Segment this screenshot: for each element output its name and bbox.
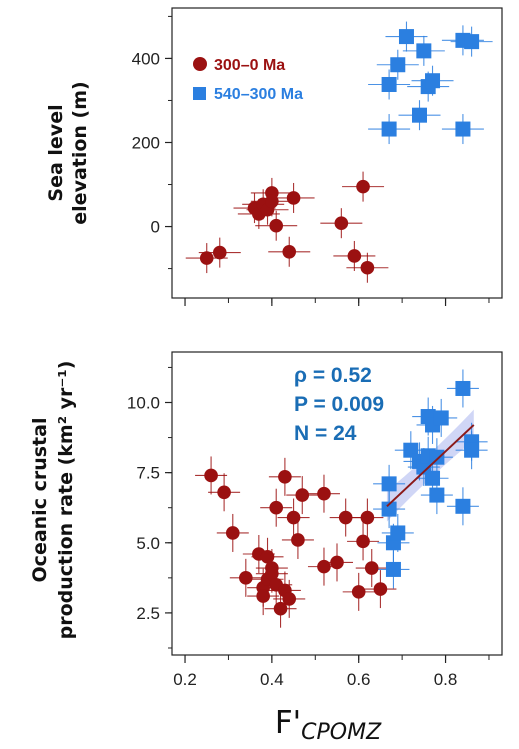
panel-b-frame	[171, 351, 503, 656]
data-point-300-0-ma	[239, 571, 253, 585]
data-point-300-0-ma	[269, 218, 284, 233]
data-point-300-0-ma	[260, 550, 275, 564]
data-point-540-300-ma	[425, 470, 441, 486]
data-point-300-0-ma	[225, 526, 240, 540]
stat-rho: ρ = 0.52	[294, 364, 372, 387]
data-point-300-0-ma	[282, 592, 297, 606]
panel-sea-level: 0 200 400 300–0 Ma 540–300 Ma Sea level el…	[45, 7, 503, 306]
stat-n: N = 24	[294, 422, 357, 445]
y-tick-label: 10.0	[127, 394, 160, 413]
data-point-540-300-ma	[381, 121, 397, 137]
data-point-300-0-ma	[265, 566, 279, 581]
y-tick-label: 200	[132, 133, 160, 152]
data-point-300-0-ma	[317, 486, 331, 501]
y-tick-label: 7.5	[136, 464, 160, 483]
x-axis-title-main: F'	[275, 705, 301, 741]
data-point-300-0-ma	[364, 561, 379, 575]
data-point-540-300-ma	[433, 410, 449, 426]
data-point-540-300-ma	[464, 34, 480, 50]
data-point-540-300-ma	[455, 498, 471, 514]
data-point-540-300-ma	[381, 76, 397, 92]
panel-b-y-axis-title-line2: production rate (km² yr⁻¹)	[55, 361, 77, 640]
stat-p-value: P = 0.009	[294, 393, 384, 416]
legend: 300–0 Ma 540–300 Ma	[193, 57, 303, 103]
panel-b-y-axis-title-line1: Oceanic crustal	[29, 418, 51, 583]
legend-marker-540-300	[193, 87, 206, 100]
data-point-300-0-ma	[282, 244, 297, 259]
data-point-540-300-ma	[390, 525, 406, 541]
panel-a-points	[199, 29, 480, 275]
data-point-540-300-ma	[416, 43, 432, 59]
panel-b-x-ticks: 0.2 0.4 0.6 0.8	[173, 655, 490, 689]
data-point-300-0-ma	[334, 216, 349, 230]
data-point-300-0-ma	[317, 559, 331, 574]
data-point-300-0-ma	[356, 534, 370, 549]
data-point-300-0-ma	[356, 179, 370, 194]
panel-b-y-ticks: 2.5 5.0 7.5 10.0	[127, 366, 172, 649]
data-point-540-300-ma	[381, 476, 397, 492]
x-tick-label: 0.4	[260, 670, 284, 689]
data-point-540-300-ma	[429, 449, 445, 465]
legend-label-540-300: 540–300 Ma	[214, 86, 303, 103]
data-point-300-0-ma	[360, 510, 375, 525]
legend-marker-300-0	[193, 57, 207, 71]
panel-a-y-axis-title-line2: elevation (m)	[69, 81, 91, 224]
data-point-300-0-ma	[269, 500, 284, 515]
data-point-300-0-ma	[273, 601, 288, 616]
y-tick-label: 2.5	[136, 604, 160, 623]
data-point-300-0-ma	[373, 582, 388, 596]
y-tick-label: 5.0	[136, 534, 160, 553]
panel-b-points	[204, 380, 480, 616]
data-point-300-0-ma	[265, 194, 279, 209]
data-point-300-0-ma	[351, 585, 366, 599]
x-tick-label: 0.6	[347, 670, 371, 689]
data-point-300-0-ma	[330, 555, 344, 570]
data-point-300-0-ma	[212, 245, 227, 260]
data-point-300-0-ma	[360, 260, 375, 275]
x-tick-label: 0.2	[173, 670, 197, 689]
data-point-300-0-ma	[278, 470, 292, 484]
data-point-540-300-ma	[425, 73, 441, 89]
x-axis-title-subscript: CPOMZ	[301, 720, 382, 745]
data-point-300-0-ma	[217, 485, 231, 500]
y-tick-label: 0	[151, 218, 160, 237]
data-point-540-300-ma	[385, 561, 401, 577]
legend-label-300-0: 300–0 Ma	[214, 57, 285, 74]
data-point-300-0-ma	[286, 191, 301, 205]
panel-a-frame	[171, 7, 503, 299]
data-point-540-300-ma	[398, 29, 414, 45]
panel-a-y-ticks: 0 200 400	[132, 15, 172, 270]
data-point-300-0-ma	[204, 468, 218, 483]
data-point-540-300-ma	[381, 501, 397, 517]
data-point-300-0-ma	[291, 533, 305, 547]
data-point-540-300-ma	[455, 121, 471, 137]
panel-a-x-ticks	[184, 298, 490, 306]
regression-line	[386, 424, 475, 508]
data-point-540-300-ma	[412, 107, 427, 123]
data-point-540-300-ma	[464, 442, 480, 458]
data-point-540-300-ma	[455, 380, 471, 396]
data-point-540-300-ma	[390, 57, 406, 73]
panel-a-y-axis-title-line1: Sea level	[45, 104, 67, 201]
data-point-300-0-ma	[347, 249, 362, 263]
x-axis-title: F'CPOMZ	[275, 705, 382, 745]
data-point-300-0-ma	[286, 510, 301, 525]
data-point-300-0-ma	[338, 510, 353, 525]
panel-crustal-production: 2.5 5.0 7.5 10.0 0.2 0.4 0.6 0.8 ρ = 0.52 P = …	[29, 351, 503, 745]
x-tick-label: 0.8	[434, 670, 458, 689]
data-point-300-0-ma	[199, 251, 214, 265]
data-point-540-300-ma	[429, 487, 445, 503]
data-point-300-0-ma	[256, 589, 270, 603]
data-point-300-0-ma	[295, 488, 310, 502]
y-tick-label: 400	[132, 49, 160, 68]
